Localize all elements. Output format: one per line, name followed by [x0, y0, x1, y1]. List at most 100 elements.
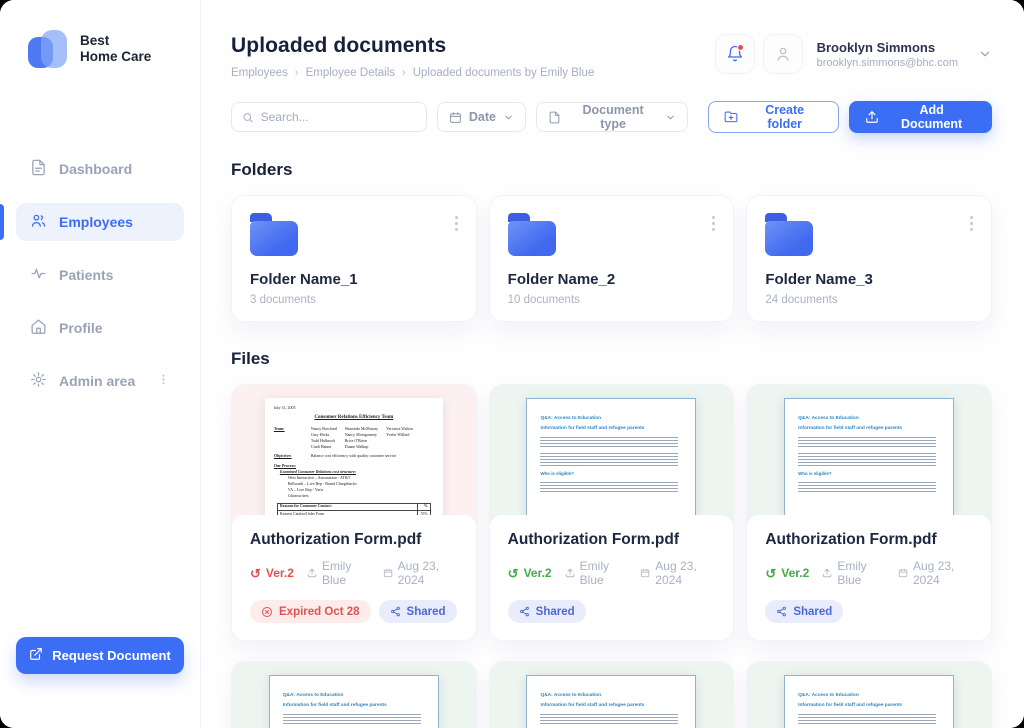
file-info: Authorization Form.pdf ↺ Ver.2 Emily Blue…	[489, 515, 734, 640]
shared-badge: Shared	[765, 600, 844, 623]
folder-icon	[250, 213, 298, 256]
breadcrumb-item[interactable]: Employee Details	[305, 67, 396, 79]
sidebar-item-profile[interactable]: Profile	[16, 309, 184, 347]
uploader: Emily Blue	[822, 559, 885, 587]
kebab-menu-icon[interactable]	[451, 212, 462, 235]
sidebar-item-patients[interactable]: Patients	[16, 256, 184, 294]
breadcrumb-separator: ›	[402, 67, 406, 79]
request-document-label: Request Document	[52, 648, 171, 663]
document-thumbnail: Q&A: Access to Education Information for…	[784, 398, 955, 523]
breadcrumb-item: Uploaded documents by Emily Blue	[412, 67, 595, 79]
calendar-icon	[898, 568, 908, 578]
add-document-button[interactable]: Add Document	[849, 101, 993, 133]
folders-grid: Folder Name_1 3 documents Folder Name_2 …	[231, 195, 992, 322]
file-preview: Q&A: Access to Education Information for…	[232, 662, 476, 728]
uploader: Emily Blue	[565, 559, 628, 587]
upload-icon	[565, 568, 574, 578]
file-info: Authorization Form.pdf ↺ Ver.2 Emily Blue…	[232, 515, 476, 640]
sidebar-item-label: Patients	[59, 267, 114, 283]
kebab-menu-icon[interactable]	[708, 212, 719, 235]
sidebar-item-dashboard[interactable]: Dashboard	[16, 150, 184, 188]
history-icon: ↺	[250, 565, 261, 581]
version-badge: ↺ Ver.2	[507, 565, 552, 581]
folder-card[interactable]: Folder Name_3 24 documents	[746, 195, 992, 322]
version-badge: ↺ Ver.2	[250, 565, 294, 581]
date-filter-label: Date	[468, 110, 496, 124]
users-icon	[30, 212, 47, 232]
search-icon	[243, 112, 253, 122]
chevron-down-icon[interactable]	[978, 47, 992, 61]
sidebar-item-label: Profile	[59, 320, 103, 336]
file-icon	[549, 111, 560, 123]
date-filter-dropdown[interactable]: Date	[436, 102, 526, 132]
document-thumbnail: Q&A: Access to Education Information for…	[526, 675, 697, 728]
notifications-button[interactable]	[714, 34, 755, 74]
folders-heading: Folders	[231, 160, 293, 179]
files-grid: July 31, 2003 Consumer Relations Efficie…	[231, 384, 992, 728]
files-heading: Files	[231, 349, 270, 368]
file-card[interactable]: Q&A: Access to Education Information for…	[231, 661, 477, 728]
person-icon	[777, 47, 789, 61]
kebab-menu-icon[interactable]	[966, 212, 977, 235]
chevron-down-icon	[667, 115, 674, 119]
document-type-dropdown[interactable]: Document type	[535, 102, 689, 132]
document-thumbnail: Q&A: Access to Education Information for…	[526, 398, 697, 523]
folder-icon	[765, 213, 814, 256]
sidebar-item-label: Dashboard	[59, 161, 133, 177]
file-preview: Q&A: Access to Education Information for…	[747, 662, 991, 728]
page-header: Uploaded documents Employees › Employee …	[231, 34, 992, 79]
share-icon	[519, 606, 529, 617]
brand-logo-icon	[28, 30, 68, 68]
folder-name: Folder Name_3	[765, 271, 873, 288]
folder-icon	[507, 213, 556, 256]
bell-icon	[727, 45, 742, 62]
sidebar-item-admin-area[interactable]: Admin area	[16, 362, 184, 400]
user-email: brooklyn.simmons@bhc.com	[816, 56, 958, 69]
avatar[interactable]	[762, 34, 803, 74]
file-card[interactable]: July 31, 2003 Consumer Relations Efficie…	[231, 384, 477, 641]
folder-card[interactable]: Folder Name_1 3 documents	[231, 195, 477, 322]
file-card[interactable]: Q&A: Access to Education Information for…	[746, 384, 992, 641]
uploader: Emily Blue	[307, 559, 370, 587]
request-document-button[interactable]: Request Document	[16, 637, 184, 674]
folder-count: 24 documents	[765, 294, 838, 306]
folder-name: Folder Name_2	[507, 271, 616, 288]
breadcrumb-item[interactable]: Employees	[231, 67, 288, 79]
file-name: Authorization Form.pdf	[250, 531, 422, 548]
brand-name: Best Home Care	[80, 33, 152, 64]
file-date: Aug 23, 2024	[898, 559, 973, 587]
sidebar-item-label: Admin area	[59, 373, 136, 389]
search-box	[231, 102, 427, 132]
document-thumbnail: July 31, 2003 Consumer Relations Efficie…	[264, 398, 443, 523]
create-folder-button[interactable]: Create folder	[708, 101, 840, 133]
upload-icon	[307, 568, 317, 578]
file-date: Aug 23, 2024	[383, 559, 458, 587]
expired-badge: Expired Oct 28	[250, 600, 371, 623]
version-badge: ↺ Ver.2	[765, 565, 810, 581]
gear-icon	[30, 371, 47, 391]
sidebar-item-employees[interactable]: Employees	[0, 203, 184, 241]
sidebar-item-label: Employees	[59, 214, 133, 230]
folder-name: Folder Name_1	[250, 271, 358, 288]
document-icon	[30, 159, 47, 179]
breadcrumb-separator: ›	[294, 67, 299, 79]
file-card[interactable]: Q&A: Access to Education Information for…	[488, 661, 735, 728]
chevron-down-icon	[505, 115, 512, 119]
file-card[interactable]: Q&A: Access to Education Information for…	[488, 384, 735, 641]
file-preview: Q&A: Access to Education Information for…	[747, 385, 991, 523]
calendar-icon	[450, 111, 461, 123]
history-icon: ↺	[507, 565, 519, 581]
search-input[interactable]	[260, 110, 416, 124]
history-icon: ↺	[765, 565, 777, 581]
main-content: Uploaded documents Employees › Employee …	[201, 0, 1024, 728]
circle-x-icon	[262, 606, 272, 617]
file-name: Authorization Form.pdf	[507, 531, 679, 548]
share-icon	[777, 606, 787, 617]
folder-card[interactable]: Folder Name_2 10 documents	[488, 195, 735, 322]
folder-count: 10 documents	[507, 294, 580, 306]
kebab-menu-icon[interactable]	[157, 373, 170, 389]
breadcrumb: Employees › Employee Details › Uploaded …	[231, 67, 594, 79]
file-card[interactable]: Q&A: Access to Education Information for…	[746, 661, 992, 728]
upload-icon	[866, 111, 879, 123]
